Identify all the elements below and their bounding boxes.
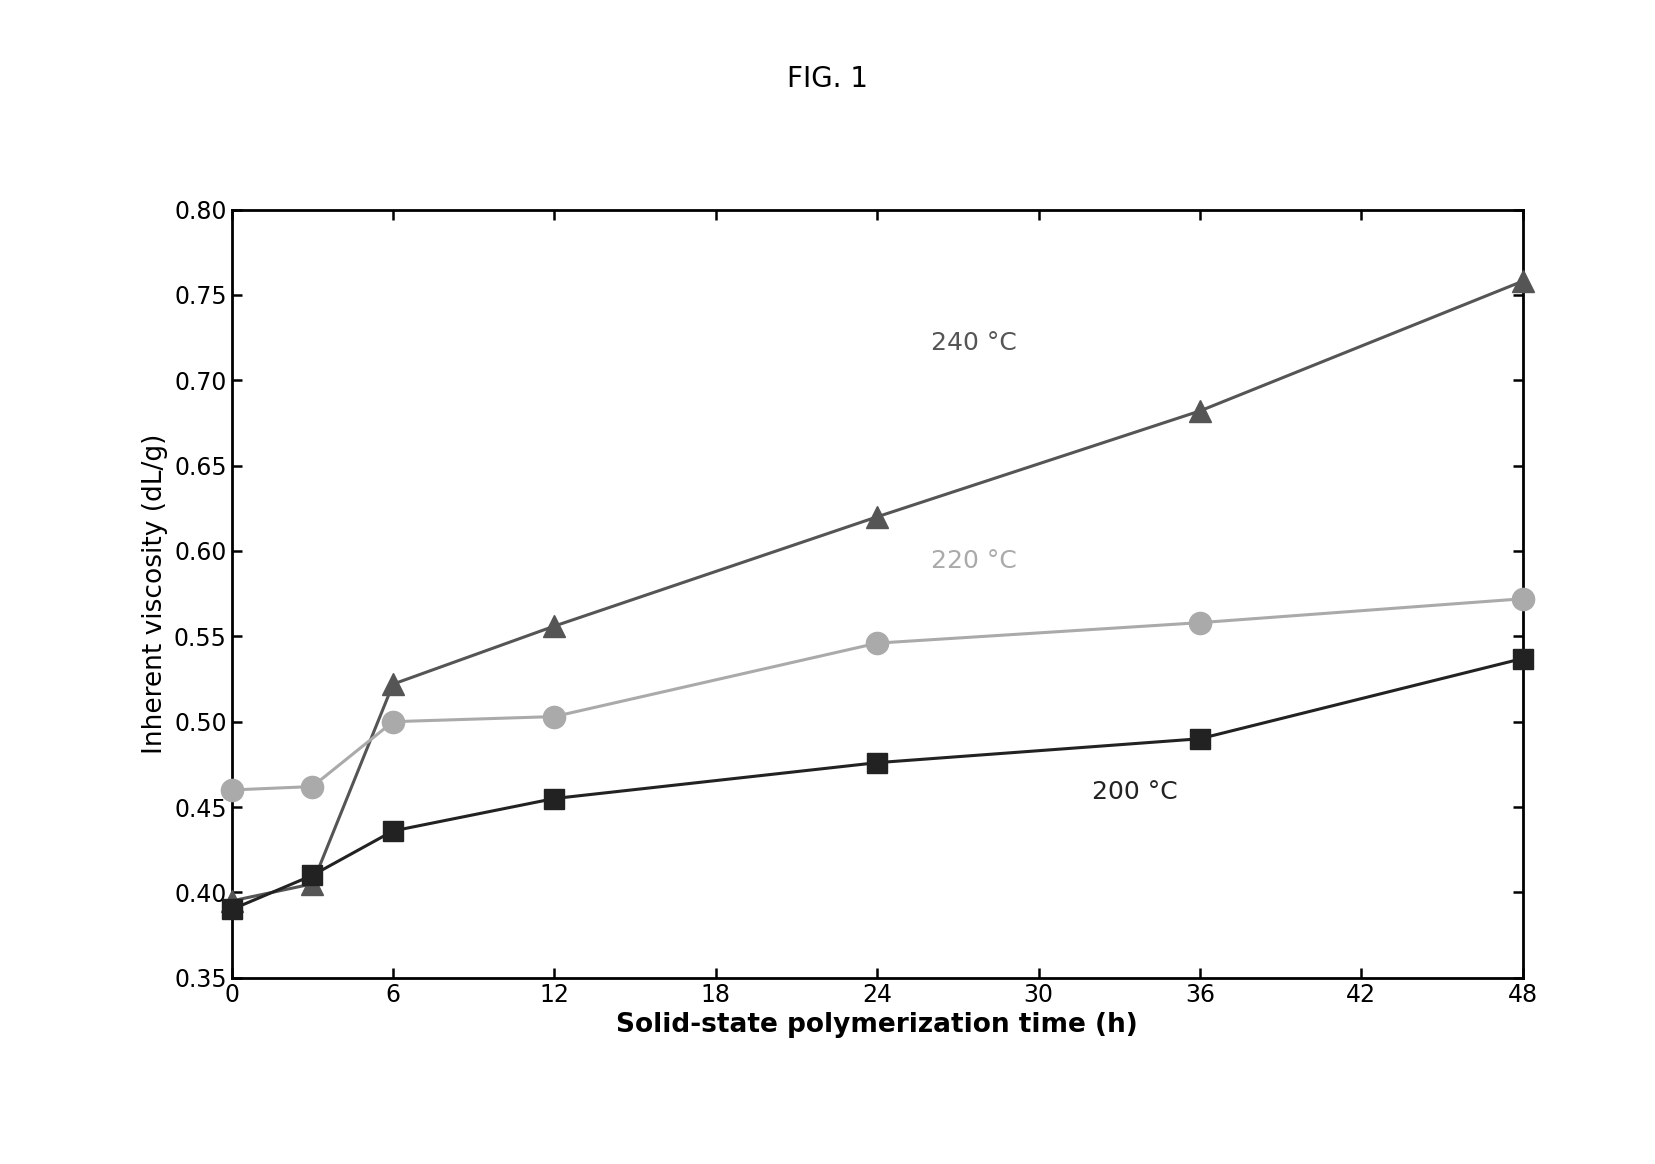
Text: 220 °C: 220 °C	[932, 549, 1016, 573]
Y-axis label: Inherent viscosity (dL/g): Inherent viscosity (dL/g)	[142, 433, 169, 754]
Text: 200 °C: 200 °C	[1092, 780, 1178, 803]
X-axis label: Solid-state polymerization time (h): Solid-state polymerization time (h)	[616, 1013, 1139, 1038]
Text: FIG. 1: FIG. 1	[788, 65, 867, 93]
Text: 240 °C: 240 °C	[932, 331, 1016, 355]
